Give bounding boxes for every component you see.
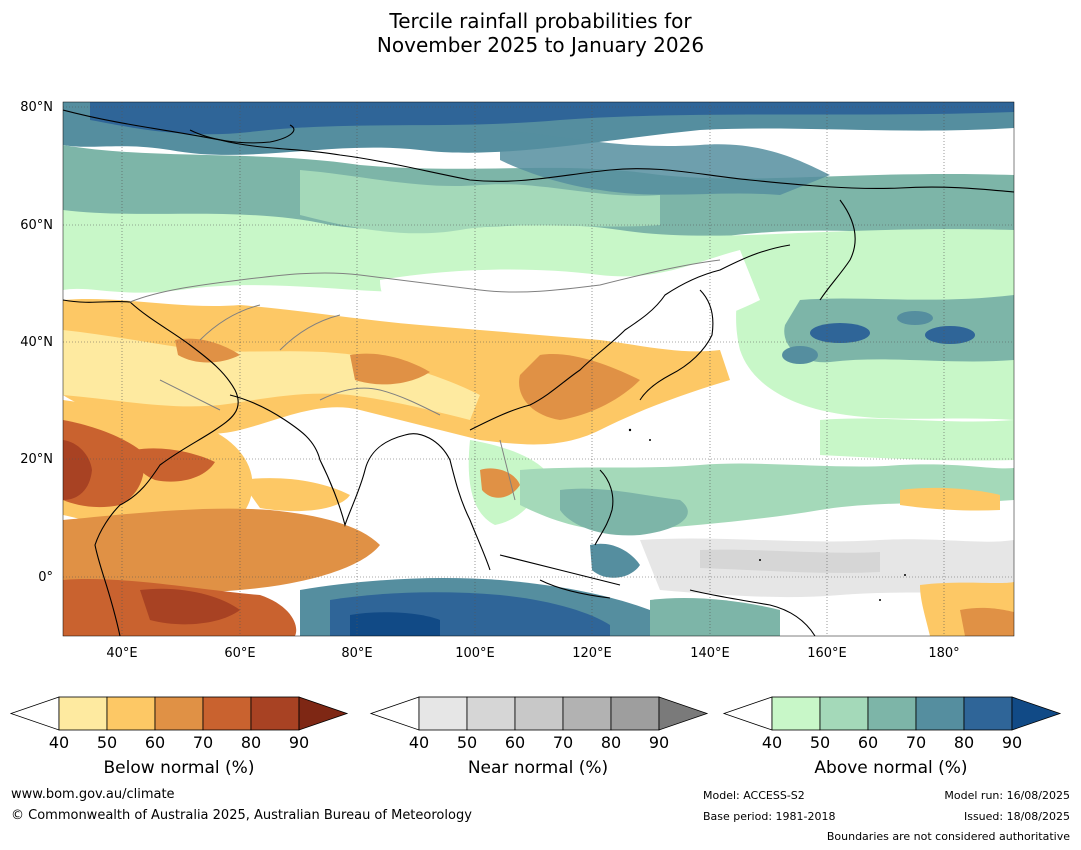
colorbar-below: 40 50 60 70 80 90: [9, 696, 349, 752]
map-title-line-1: Tercile rainfall probabilities for: [389, 9, 692, 33]
colorbar-below-segment: [202, 696, 252, 731]
colorbar-below-tick-label: 40: [49, 733, 69, 752]
footer-boundaries-note: Boundaries are not considered authoritat…: [826, 830, 1070, 843]
footer-copyright: © Commonwealth of Australia 2025, Austra…: [11, 808, 472, 823]
lat-label-40n: 40°N: [20, 335, 53, 350]
colorbar-above-tick-label: 90: [1002, 733, 1022, 752]
lat-label-20n: 20°N: [20, 452, 53, 467]
colorbar-near-segment: [610, 696, 660, 731]
colorbar-near-tick-label: 70: [553, 733, 573, 752]
colorbar-below-tick-label: 60: [145, 733, 165, 752]
colorbar-above-title: Above normal (%): [814, 758, 968, 778]
colorbar-near-segment: [514, 696, 564, 731]
colorbar-above-tick-label: 40: [762, 733, 782, 752]
colorbar-below-tick-label: 90: [289, 733, 309, 752]
colorbar-near-tick-label: 90: [649, 733, 669, 752]
lat-label-60n: 60°N: [20, 218, 53, 233]
colorbar-below-segment: [106, 696, 156, 731]
colorbar-above-under-arrow: [722, 696, 773, 731]
footer-url: www.bom.gov.au/climate: [11, 787, 175, 802]
colorbar-near-segment: [466, 696, 516, 731]
colorbar-below-segment: [58, 696, 108, 731]
lon-label-80e: 80°E: [341, 646, 372, 661]
colorbar-below-under-arrow: [9, 696, 60, 731]
lon-label-180: 180°: [928, 646, 959, 661]
colorbar-near-tick-label: 50: [457, 733, 477, 752]
colorbar-near: 40 50 60 70 80 90: [369, 696, 709, 752]
colorbar-above: 40 50 60 70 80 90: [722, 696, 1062, 752]
colorbar-above-tick-label: 80: [954, 733, 974, 752]
colorbar-below-segment: [154, 696, 204, 731]
lat-label-80n: 80°N: [20, 100, 53, 115]
colorbar-below-over-arrow: [298, 696, 349, 731]
colorbar-above-tick-label: 60: [858, 733, 878, 752]
lon-label-40e: 40°E: [106, 646, 137, 661]
colorbar-below-tick-label: 70: [193, 733, 213, 752]
lon-label-160e: 160°E: [807, 646, 847, 661]
colorbar-above-segment: [771, 696, 821, 731]
colorbar-near-title: Near normal (%): [467, 758, 609, 778]
colorbar-near-tick-label: 80: [601, 733, 621, 752]
colorbar-above-tick-label: 70: [906, 733, 926, 752]
colorbar-near-segment: [562, 696, 612, 731]
footer-issued: Issued: 18/08/2025: [963, 810, 1070, 823]
colorbar-near-segment: [418, 696, 468, 731]
colorbar-near-tick-label: 60: [505, 733, 525, 752]
colorbar-above-over-arrow: [1011, 696, 1062, 731]
footer-model-run: Model run: 16/08/2025: [944, 789, 1070, 802]
lat-label-0: 0°: [38, 570, 53, 585]
lon-label-60e: 60°E: [224, 646, 255, 661]
colorbar-near-over-arrow: [658, 696, 709, 731]
map-title-line-2: November 2025 to January 2026: [376, 33, 705, 57]
colorbar-above-segment: [819, 696, 869, 731]
country-boundaries: [129, 259, 721, 501]
lon-label-100e: 100°E: [455, 646, 495, 661]
footer-model: Model: ACCESS-S2: [703, 789, 805, 802]
footer-base-period: Base period: 1981-2018: [703, 810, 836, 823]
colorbar-above-segment: [963, 696, 1013, 731]
colorbar-below-tick-label: 50: [97, 733, 117, 752]
lon-label-140e: 140°E: [690, 646, 730, 661]
colorbar-legends: 40 50 60 70 80 90 40 50 60 70 80 90 40 50 60 70 80 90: [9, 696, 1062, 752]
colorbar-above-tick-label: 50: [810, 733, 830, 752]
colorbar-near-tick-label: 40: [409, 733, 429, 752]
colorbar-above-segment: [915, 696, 965, 731]
coastlines: [63, 109, 1014, 636]
map-plot-area: [63, 102, 1014, 636]
colorbar-above-segment: [867, 696, 917, 731]
colorbar-below-title: Below normal (%): [103, 758, 255, 778]
lon-label-120e: 120°E: [572, 646, 612, 661]
colorbar-below-tick-label: 80: [241, 733, 261, 752]
colorbar-below-segment: [250, 696, 300, 731]
colorbar-near-under-arrow: [369, 696, 420, 731]
